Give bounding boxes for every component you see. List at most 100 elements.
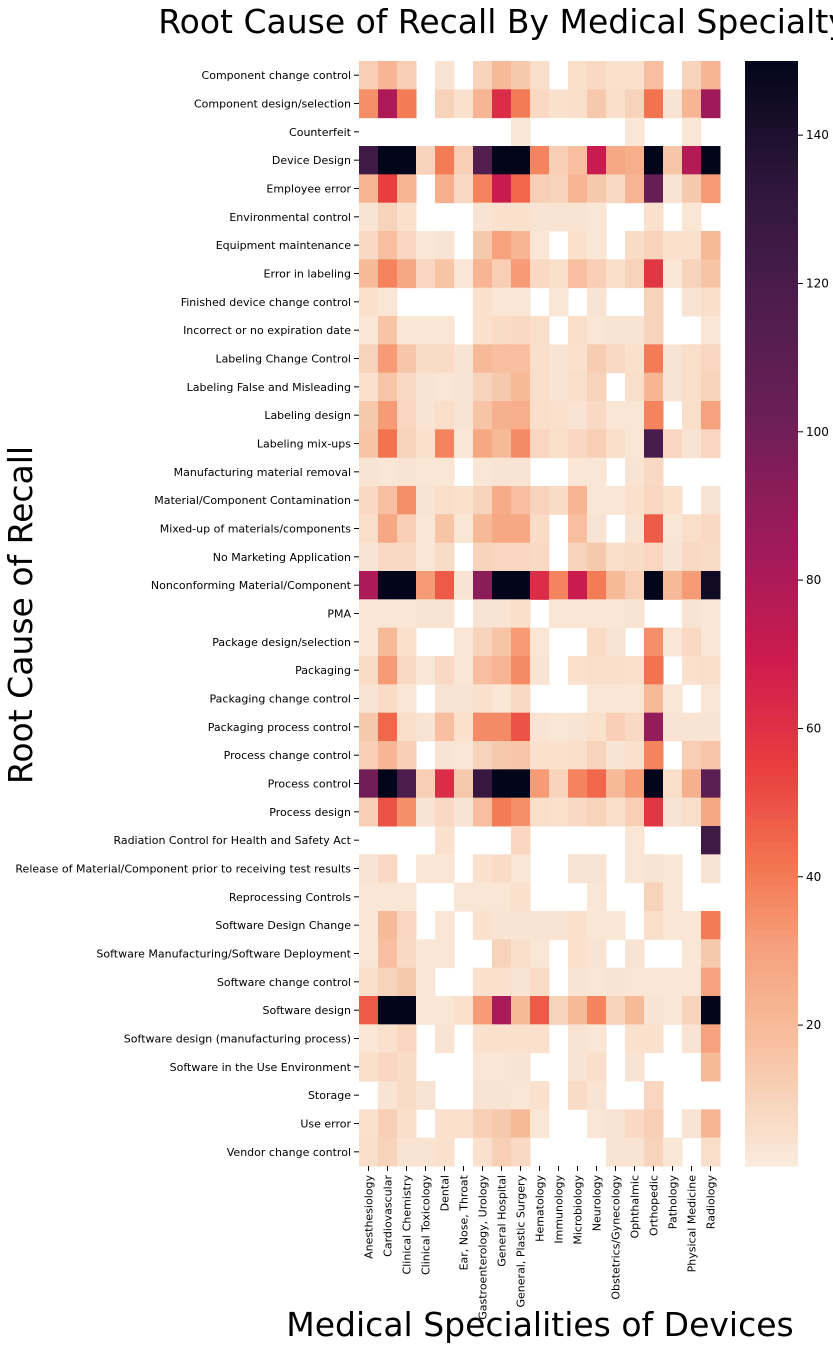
colorbar-segment xyxy=(745,915,798,924)
heatmap-cell xyxy=(435,854,455,884)
heatmap-cell xyxy=(435,797,455,827)
heatmap-cell xyxy=(663,231,683,260)
heatmap-cell xyxy=(587,854,607,884)
heatmap-cell xyxy=(492,344,512,374)
colorbar-tick-label: 60 xyxy=(806,721,821,735)
heatmap-cell xyxy=(435,1024,455,1054)
heatmap-cell xyxy=(359,656,379,685)
heatmap-cell xyxy=(701,316,721,345)
heatmap-cell xyxy=(454,146,474,175)
heatmap-cell xyxy=(378,1052,398,1082)
heatmap-cell xyxy=(454,741,474,770)
heatmap-cell xyxy=(378,571,398,600)
heatmap-cell xyxy=(416,316,436,345)
heatmap-cell xyxy=(473,287,493,317)
row-label: Labeling Change Control xyxy=(215,353,351,366)
heatmap-cell xyxy=(663,571,683,600)
heatmap-cell xyxy=(378,89,398,119)
heatmap-cell xyxy=(606,259,626,289)
heatmap-cell xyxy=(511,146,531,175)
colorbar-segment xyxy=(745,849,798,858)
heatmap-cell xyxy=(473,627,493,657)
heatmap-cell xyxy=(587,542,607,572)
heatmap-cell xyxy=(606,571,626,600)
heatmap-cell xyxy=(587,1081,607,1110)
heatmap-cell xyxy=(587,571,607,600)
heatmap-cell xyxy=(378,854,398,884)
colorbar-segment xyxy=(745,488,798,497)
heatmap-cell xyxy=(454,401,474,430)
heatmap-cell xyxy=(568,854,588,884)
heatmap-cell xyxy=(587,712,607,742)
colorbar-segment xyxy=(745,893,798,902)
colorbar-segment xyxy=(745,289,798,298)
heatmap-cell xyxy=(397,61,417,90)
heatmap-cell xyxy=(644,146,664,175)
colorbar-segment xyxy=(745,134,798,143)
heatmap-cell xyxy=(511,882,531,912)
colorbar-segment xyxy=(745,672,798,681)
column-label: Ophthalmic xyxy=(629,1175,642,1239)
heatmap-cell xyxy=(568,741,588,770)
heatmap-cell xyxy=(625,712,645,742)
heatmap-cell xyxy=(435,826,455,855)
colorbar-segment xyxy=(745,208,798,217)
heatmap-cell xyxy=(473,967,493,997)
heatmap-cell xyxy=(701,939,721,969)
heatmap-cell xyxy=(511,996,531,1025)
heatmap-cell xyxy=(359,797,379,827)
heatmap-cell xyxy=(530,1081,550,1110)
heatmap-cell xyxy=(378,457,398,487)
colorbar-segment xyxy=(745,1121,798,1130)
heatmap-cell xyxy=(454,1109,474,1139)
heatmap-cell xyxy=(682,741,702,770)
heatmap-cell xyxy=(511,627,531,657)
heatmap-cell xyxy=(397,967,417,997)
heatmap-cell xyxy=(397,599,417,629)
heatmap-cell xyxy=(663,486,683,515)
colorbar-segment xyxy=(745,959,798,968)
colorbar-segment xyxy=(745,193,798,202)
heatmap-cell xyxy=(625,457,645,487)
colorbar-segment xyxy=(745,679,798,688)
heatmap-cell xyxy=(492,1024,512,1054)
heatmap-cell xyxy=(359,1109,379,1139)
heatmap-cell xyxy=(397,174,417,204)
heatmap-cell xyxy=(359,457,379,487)
heatmap-cell xyxy=(549,259,569,289)
heatmap-cell xyxy=(549,769,569,799)
heatmap-cell xyxy=(625,231,645,260)
colorbar-tick-label: 40 xyxy=(806,870,821,884)
heatmap-cell xyxy=(625,741,645,770)
row-label: Component design/selection xyxy=(194,98,351,111)
row-label: Process control xyxy=(268,778,351,791)
heatmap-cell xyxy=(378,1081,398,1110)
heatmap-cell xyxy=(568,61,588,90)
heatmap-cell xyxy=(625,1109,645,1139)
heatmap-cell xyxy=(492,967,512,997)
heatmap-cell xyxy=(568,344,588,374)
heatmap-cell xyxy=(511,514,531,544)
heatmap-cell xyxy=(625,401,645,430)
heatmap-cell xyxy=(378,599,398,629)
colorbar-segment xyxy=(745,68,798,77)
heatmap-cell xyxy=(397,316,417,345)
heatmap-cell xyxy=(397,769,417,799)
heatmap-cell xyxy=(454,344,474,374)
row-label: PMA xyxy=(327,608,351,621)
colorbar-segment xyxy=(745,503,798,511)
heatmap-cell xyxy=(492,429,512,459)
heatmap-cell xyxy=(435,712,455,742)
colorbar-segment xyxy=(745,1003,798,1012)
colorbar-segment xyxy=(745,267,798,276)
heatmap-cell xyxy=(644,287,664,317)
heatmap-cell xyxy=(682,372,702,402)
heatmap-cell xyxy=(663,146,683,175)
heatmap-cell xyxy=(511,401,531,430)
row-label: Environmental control xyxy=(229,211,351,224)
heatmap-cell xyxy=(606,996,626,1025)
heatmap-cell xyxy=(701,146,721,175)
heatmap-cell xyxy=(359,854,379,884)
heatmap-cell xyxy=(701,231,721,260)
heatmap-cell xyxy=(473,1081,493,1110)
